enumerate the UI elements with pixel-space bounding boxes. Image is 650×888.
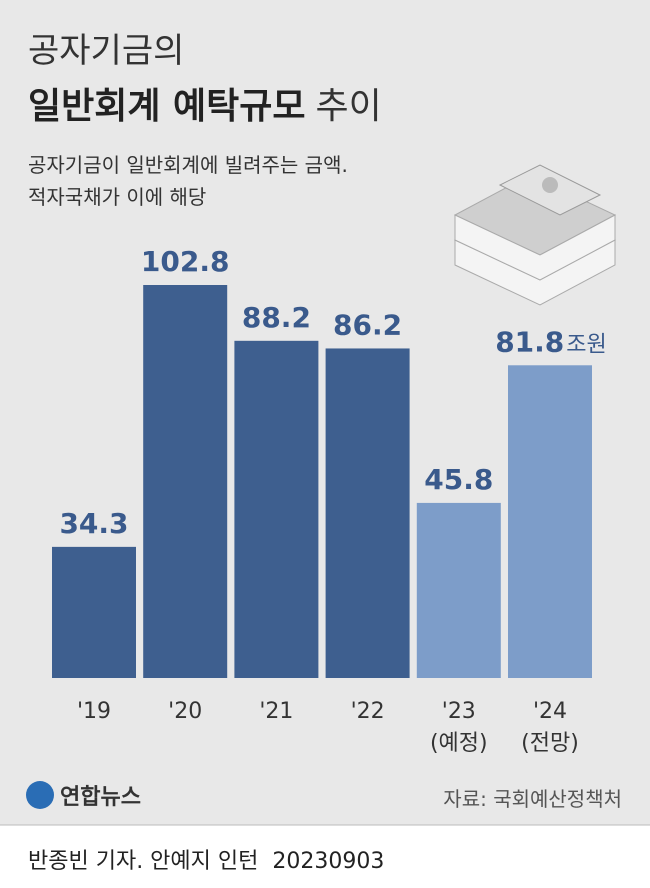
value-label: 81.8 (495, 325, 564, 358)
value-label: 102.8 (141, 245, 230, 278)
x-tick-label: (예정) (430, 731, 488, 756)
subtitle: 적자국채가 이에 해당 (28, 185, 206, 209)
bar (143, 285, 228, 678)
bar (234, 340, 319, 678)
title-bold: 일반회계 예탁규모 추이 (28, 86, 382, 127)
logo: 연합뉴스 (26, 781, 141, 810)
date: 20230903 (272, 849, 384, 874)
x-tick-label: (전망) (521, 731, 579, 756)
credit: 반종빈 기자. 안예지 인턴 20230903 (28, 849, 384, 874)
bar (325, 348, 410, 678)
money-icon (453, 164, 617, 306)
bar (508, 365, 592, 678)
unit-label: 조원 (566, 332, 606, 357)
credit-text: 반종빈 기자. 안예지 인턴 (28, 849, 258, 874)
x-tick-label: '21 (259, 699, 293, 724)
subtitle: 공자기금이 일반회계에 빌려주는 금액. (28, 153, 348, 177)
x-tick-label: '23 (442, 699, 476, 724)
bar (416, 502, 501, 678)
title-bold-part: 일반회계 예탁규모 (28, 86, 306, 127)
x-tick-label: '19 (77, 699, 111, 724)
source: 자료: 국회예산정책처 (443, 787, 622, 811)
value-label: 88.2 (242, 301, 311, 334)
title: 공자기금의 (28, 31, 184, 71)
bar (52, 546, 136, 678)
logo-text: 연합뉴스 (60, 784, 141, 810)
value-label: 34.3 (59, 507, 128, 540)
title-rest: 추이 (316, 86, 382, 127)
footer-bg (0, 825, 650, 888)
value-label: 45.8 (424, 463, 493, 496)
value-label: 86.2 (333, 308, 402, 341)
x-tick-label: '22 (351, 699, 385, 724)
x-tick-label: '20 (168, 699, 202, 724)
x-tick-label: '24 (533, 699, 567, 724)
